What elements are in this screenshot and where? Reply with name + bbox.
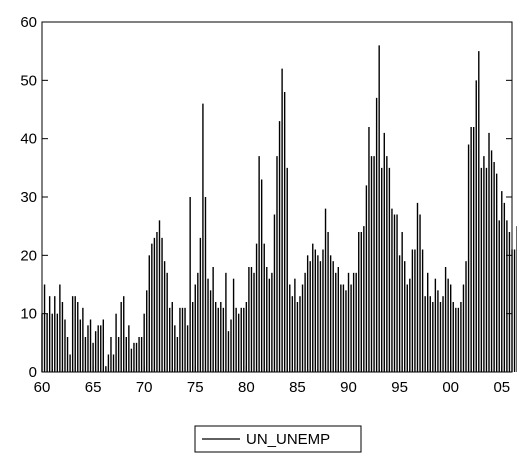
x-tick-label: 90 — [340, 379, 357, 396]
x-tick-label: 60 — [34, 379, 51, 396]
y-tick-label: 30 — [20, 189, 37, 206]
y-tick-label: 50 — [20, 72, 37, 89]
x-tick-label: 85 — [289, 379, 306, 396]
legend-label: UN_UNEMP — [246, 431, 330, 448]
y-axis: 0 10 20 30 40 50 60 — [20, 14, 512, 381]
y-tick-label: 10 — [20, 306, 37, 323]
series-spikes — [41, 45, 517, 372]
y-tick-label: 60 — [20, 14, 37, 31]
x-tick-label: 65 — [85, 379, 102, 396]
x-tick-label: 00 — [442, 379, 459, 396]
y-tick-label: 40 — [20, 131, 37, 148]
legend: UN_UNEMP — [194, 425, 362, 453]
x-tick-label: 05 — [493, 379, 510, 396]
y-tick-label: 0 — [29, 364, 37, 381]
y-tick-label: 20 — [20, 247, 37, 264]
x-tick-label: 80 — [238, 379, 255, 396]
x-tick-label: 75 — [187, 379, 204, 396]
x-tick-label: 95 — [391, 379, 408, 396]
x-tick-label: 70 — [136, 379, 153, 396]
